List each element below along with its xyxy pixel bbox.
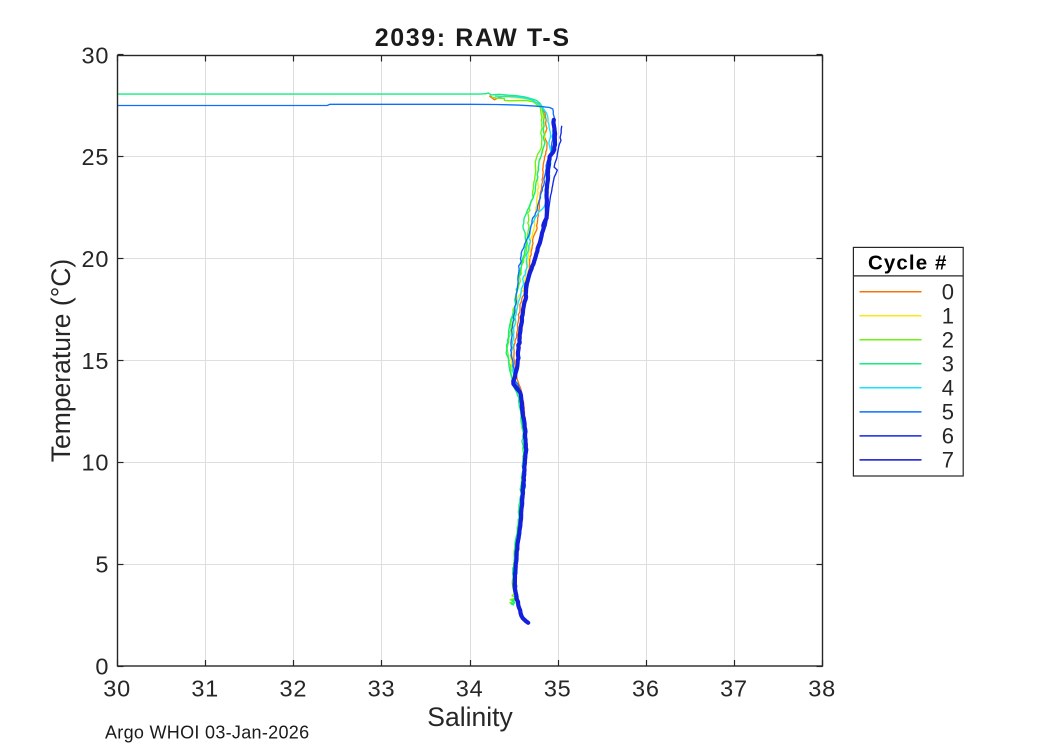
svg-text:0: 0 (942, 279, 954, 304)
svg-text:Argo WHOI 03-Jan-2026: Argo WHOI 03-Jan-2026 (105, 723, 309, 743)
svg-text:Temperature (°C): Temperature (°C) (46, 259, 76, 463)
svg-text:31: 31 (191, 676, 219, 702)
svg-text:3: 3 (942, 351, 954, 376)
svg-text:1: 1 (942, 303, 954, 328)
svg-text:20: 20 (82, 246, 110, 272)
svg-text:37: 37 (720, 676, 748, 702)
svg-text:34: 34 (456, 676, 484, 702)
svg-text:Salinity: Salinity (427, 702, 513, 732)
svg-text:10: 10 (82, 450, 110, 476)
svg-text:Cycle #: Cycle # (868, 252, 948, 275)
svg-text:5: 5 (95, 552, 109, 578)
svg-text:25: 25 (82, 144, 110, 170)
svg-text:15: 15 (82, 348, 110, 374)
svg-text:35: 35 (544, 676, 572, 702)
svg-text:2: 2 (942, 327, 954, 352)
svg-text:7: 7 (942, 448, 954, 473)
svg-text:38: 38 (808, 676, 836, 702)
svg-text:2039: RAW T-S: 2039: RAW T-S (375, 24, 571, 52)
svg-text:0: 0 (95, 653, 109, 679)
svg-text:6: 6 (942, 424, 954, 449)
svg-text:36: 36 (632, 676, 660, 702)
svg-text:4: 4 (942, 375, 954, 400)
svg-text:30: 30 (103, 676, 131, 702)
svg-text:5: 5 (942, 400, 954, 425)
svg-text:32: 32 (280, 676, 308, 702)
svg-text:30: 30 (82, 42, 110, 68)
svg-text:33: 33 (368, 676, 396, 702)
